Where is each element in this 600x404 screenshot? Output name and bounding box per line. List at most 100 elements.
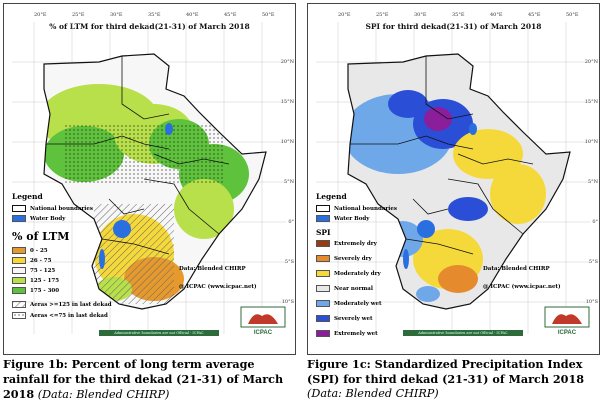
legend-dots: Aeras <=75 in last dekad: [12, 312, 108, 319]
class-swatch: [12, 277, 26, 284]
legend-hatch: Aeras >=125 in last dekad: [12, 301, 112, 308]
caption-source: (Data: Blended CHIRP): [307, 387, 439, 400]
lat-label: 5°S: [284, 259, 294, 265]
legend-class: Near normal: [316, 285, 373, 292]
lon-label: 45°E: [528, 12, 541, 18]
lat-label: 0°: [592, 219, 598, 225]
legend-label: Aeras >=125 in last dekad: [30, 301, 112, 308]
class-swatch: [12, 257, 26, 264]
lat-label: 5°N: [587, 179, 598, 185]
legend-label: Moderately dry: [334, 270, 381, 277]
legend-label: Moderately wet: [334, 300, 382, 307]
latitude-labels: 20°N 15°N 10°N 5°N 0° 5°S 10°S: [280, 4, 294, 354]
legend-label: 26 - 75: [30, 257, 52, 264]
legend-label: Extremely dry: [334, 240, 377, 247]
icpac-logo: ICPAC: [240, 306, 286, 336]
legend-class: 75 - 125: [12, 267, 55, 274]
map-footer: Administrative boundaries are not Offici…: [99, 330, 219, 336]
legend-label: Water Body: [30, 215, 66, 222]
lat-label: 0°: [288, 219, 294, 225]
lon-label: 30°E: [414, 12, 427, 18]
legend-label: 175 - 300: [30, 287, 60, 294]
legend-label: 125 - 175: [30, 277, 60, 284]
lon-label: 40°E: [186, 12, 199, 18]
lat-label: 10°N: [280, 139, 294, 145]
class-swatch: [12, 267, 26, 274]
water-swatch: [316, 215, 330, 222]
class-swatch: [316, 270, 330, 277]
legend-class: Moderately wet: [316, 300, 382, 307]
map-title: % of LTM for third dekad(21-31) of March…: [49, 22, 250, 31]
legend-class: Extremely wet: [316, 330, 378, 337]
legend-label: National boundaries: [30, 205, 93, 212]
longitude-labels: 20°E 25°E 30°E 35°E 40°E 45°E 50°E: [24, 12, 287, 20]
spi-map-panel: 20°E 25°E 30°E 35°E 40°E 45°E 50°E 20°N …: [307, 3, 600, 355]
lon-label: 35°E: [452, 12, 465, 18]
figure-1c-caption: Figure 1c: Standardized Precipitation In…: [307, 357, 598, 401]
caption-text: Figure 1b: Percent of long term average …: [3, 357, 284, 401]
lat-label: 5°N: [283, 179, 294, 185]
data-credit: Data: Blended CHIRP: [179, 266, 246, 272]
lat-label: 10°S: [281, 299, 294, 305]
legend-label: Extremely wet: [334, 330, 378, 337]
water-bodies: [403, 123, 477, 269]
scale-title: SPI: [316, 228, 331, 237]
spi-map-graphic: [316, 22, 590, 334]
lon-label: 25°E: [376, 12, 389, 18]
legend-boundaries: National boundaries: [12, 205, 93, 212]
lon-label: 20°E: [34, 12, 47, 18]
legend-label: Near normal: [334, 285, 373, 292]
legend-title: Legend: [12, 192, 43, 201]
lon-label: 40°E: [490, 12, 503, 18]
class-swatch: [12, 287, 26, 294]
legend-label: Aeras <=75 in last dekad: [30, 312, 108, 319]
lat-label: 20°N: [584, 59, 598, 65]
legend-label: Severely dry: [334, 255, 372, 262]
map-title: SPI for third dekad(21-31) of March 2018: [365, 22, 542, 31]
legend-class: 0 - 25: [12, 247, 48, 254]
lat-label: 15°N: [280, 99, 294, 105]
lon-label: 45°E: [224, 12, 237, 18]
legend-label: Severely wet: [334, 315, 373, 322]
water-swatch: [12, 215, 26, 222]
map-footer: Administrative boundaries are not Offici…: [403, 330, 523, 336]
class-swatch: [316, 330, 330, 337]
lon-label: 50°E: [262, 12, 275, 18]
legend-class: 125 - 175: [12, 277, 59, 284]
legend-class: Moderately dry: [316, 270, 381, 277]
class-swatch: [316, 240, 330, 247]
icpac-credit: @ ICPAC (www.icpac.net): [179, 284, 257, 290]
legend-boundaries: National boundaries: [316, 205, 397, 212]
lat-label: 5°S: [588, 259, 598, 265]
class-swatch: [316, 315, 330, 322]
water-bodies: [99, 123, 173, 269]
latitude-labels: 20°N 15°N 10°N 5°N 0° 5°S 10°S: [584, 4, 598, 354]
svg-text:ICPAC: ICPAC: [558, 330, 577, 336]
svg-text:ICPAC: ICPAC: [254, 330, 273, 336]
lat-label: 10°S: [585, 299, 598, 305]
data-credit: Data: Blended CHIRP: [483, 266, 550, 272]
scale-title: % of LTM: [12, 230, 70, 243]
lon-label: 30°E: [110, 12, 123, 18]
legend-label: 75 - 125: [30, 267, 56, 274]
class-swatch: [316, 285, 330, 292]
longitude-labels: 20°E 25°E 30°E 35°E 40°E 45°E 50°E: [328, 12, 591, 20]
hatch-swatch: [12, 301, 26, 308]
legend-title: Legend: [316, 192, 347, 201]
boundary-swatch: [316, 205, 330, 212]
legend-water: Water Body: [12, 215, 65, 222]
legend-class: 175 - 300: [12, 287, 59, 294]
caption-source: (Data: Blended CHIRP): [37, 388, 170, 401]
class-swatch: [316, 300, 330, 307]
legend-class: 26 - 75: [12, 257, 51, 264]
legend-label: National boundaries: [334, 205, 397, 212]
lon-label: 50°E: [566, 12, 579, 18]
lat-label: 15°N: [584, 99, 598, 105]
legend-water: Water Body: [316, 215, 369, 222]
legend-class: Extremely dry: [316, 240, 377, 247]
legend-class: Severely wet: [316, 315, 373, 322]
figure-1b-caption: Figure 1b: Percent of long term average …: [3, 357, 296, 402]
lon-label: 35°E: [148, 12, 161, 18]
ltm-map-panel: 20°E 25°E 30°E 35°E 40°E 45°E 50°E 20°N …: [3, 3, 296, 355]
icpac-credit: @ ICPAC (www.icpac.net): [483, 284, 561, 290]
